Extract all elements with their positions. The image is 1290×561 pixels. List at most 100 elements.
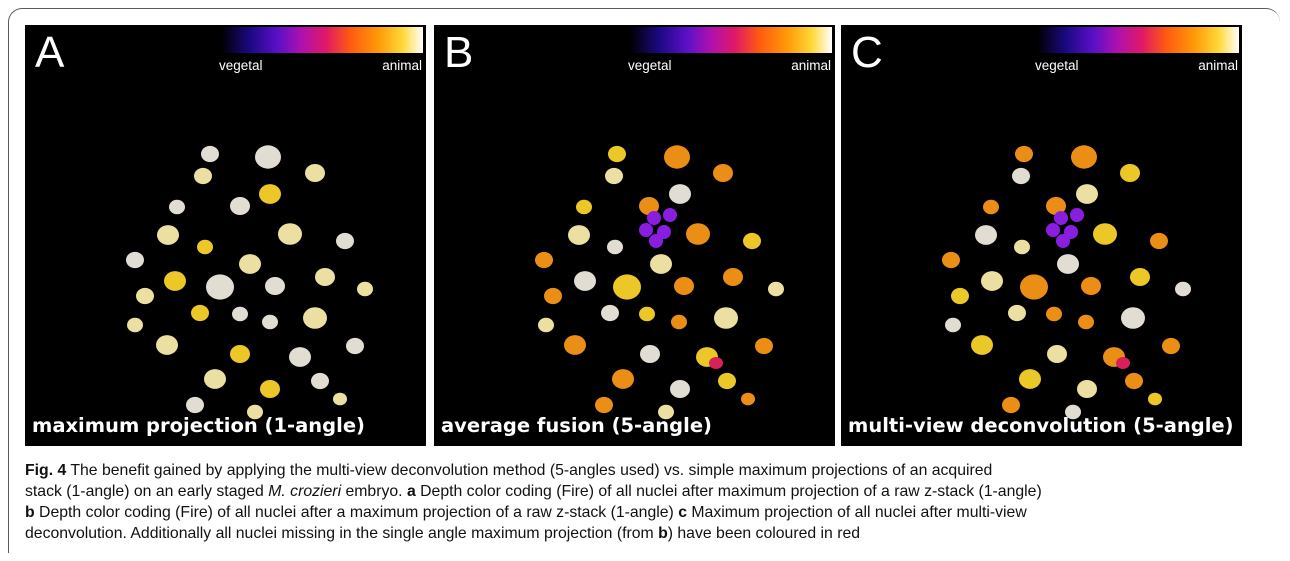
nucleus (564, 335, 586, 355)
caption-text: ) have been coloured in red (667, 525, 861, 542)
nucleus (945, 317, 961, 333)
nucleus (768, 281, 784, 297)
panel-c-colorbar-left-label: vegetal (1035, 58, 1079, 73)
nucleus (743, 232, 761, 250)
vegetal-nucleus (1070, 208, 1084, 222)
nucleus (613, 274, 641, 300)
panel-c-letter: C (851, 28, 883, 77)
nucleus (186, 396, 204, 414)
panel-c-caption: multi-view deconvolution (5-angle) (848, 414, 1234, 437)
nucleus (333, 392, 347, 406)
nucleus (289, 347, 311, 367)
nucleus (1148, 392, 1162, 406)
nucleus (1046, 306, 1062, 322)
nucleus (971, 335, 993, 355)
nucleus (538, 317, 554, 333)
nucleus (1046, 197, 1066, 215)
nucleus (640, 345, 660, 363)
nucleus (981, 271, 1003, 291)
panel-c-colorbar (1037, 27, 1239, 53)
nucleus (975, 225, 997, 245)
nucleus (535, 251, 553, 269)
nucleus (1019, 369, 1041, 389)
nucleus (686, 223, 710, 245)
nucleus (755, 337, 773, 355)
nucleus (1015, 145, 1033, 163)
nucleus (1076, 184, 1098, 204)
nucleus (574, 271, 596, 291)
nucleus (230, 345, 250, 363)
missing-nucleus-red (1116, 357, 1130, 369)
nucleus (1130, 268, 1150, 286)
nucleus (1012, 167, 1030, 185)
nucleus (639, 197, 659, 215)
caption-text: embryo. (341, 483, 407, 500)
nucleus (576, 199, 592, 215)
nucleus (544, 287, 562, 305)
nucleus (983, 199, 999, 215)
nucleus (1150, 232, 1168, 250)
nucleus (1047, 345, 1067, 363)
panel-b-colorbar (630, 27, 832, 53)
nucleus (671, 314, 687, 330)
figure-caption: Fig. 4 The benefit gained by applying th… (25, 460, 1275, 544)
caption-text: deconvolution. Additionally all nuclei m… (25, 525, 659, 542)
nucleus (305, 164, 325, 182)
nucleus (612, 369, 634, 389)
nucleus (156, 335, 178, 355)
nucleus (658, 404, 674, 420)
panel-c-colorbar-right-label: animal (1198, 58, 1238, 73)
vegetal-nucleus (1056, 234, 1070, 248)
nucleus (201, 145, 219, 163)
nucleus (1121, 307, 1145, 329)
vegetal-nucleus (1046, 223, 1060, 237)
panel-a: A vegetal animal maximum projection (1-a… (25, 25, 426, 446)
nucleus (169, 199, 185, 215)
caption-text: Depth color coding (Fire) of all nuclei … (415, 483, 1042, 500)
nucleus (197, 239, 213, 255)
nucleus (1020, 274, 1048, 300)
panel-ref-b: b (25, 504, 35, 521)
nucleus (1014, 239, 1030, 255)
nucleus (714, 307, 738, 329)
nucleus (664, 145, 690, 169)
panel-b-caption: average fusion (5-angle) (441, 414, 712, 437)
nucleus (336, 232, 354, 250)
panel-b-colorbar-left-label: vegetal (628, 58, 672, 73)
panel-b-letter: B (444, 28, 474, 77)
nucleus (262, 314, 278, 330)
nucleus (1081, 277, 1101, 295)
caption-text: stack (1-angle) on an early staged (25, 483, 269, 500)
nucleus (303, 307, 327, 329)
nucleus (608, 145, 626, 163)
panel-a-caption: maximum projection (1-angle) (32, 414, 365, 437)
nucleus (607, 239, 623, 255)
nucleus (951, 287, 969, 305)
nucleus (674, 277, 694, 295)
caption-line-4: deconvolution. Additionally all nuclei m… (25, 523, 1275, 544)
nucleus (741, 392, 755, 406)
figure-label: Fig. 4 (25, 462, 67, 479)
nucleus (265, 277, 285, 295)
nucleus (126, 251, 144, 269)
caption-line-1: Fig. 4 The benefit gained by applying th… (25, 460, 1275, 481)
nucleus (1120, 164, 1140, 182)
nucleus (157, 225, 179, 245)
panel-a-colorbar (221, 27, 423, 53)
nucleus (568, 225, 590, 245)
nucleus (1125, 372, 1143, 390)
panel-a-image (126, 145, 373, 420)
panel-c-image (942, 145, 1191, 420)
vegetal-nucleus (639, 223, 653, 237)
nucleus (718, 372, 736, 390)
nucleus (1065, 404, 1081, 420)
panel-a-letter: A (35, 28, 65, 77)
nucleus (247, 404, 263, 420)
nucleus (260, 380, 280, 398)
nucleus (639, 306, 655, 322)
missing-nucleus-red (709, 357, 723, 369)
vegetal-nucleus (657, 225, 671, 239)
panel-ref-c: c (678, 504, 687, 521)
nucleus (232, 306, 248, 322)
nucleus (1175, 281, 1191, 297)
